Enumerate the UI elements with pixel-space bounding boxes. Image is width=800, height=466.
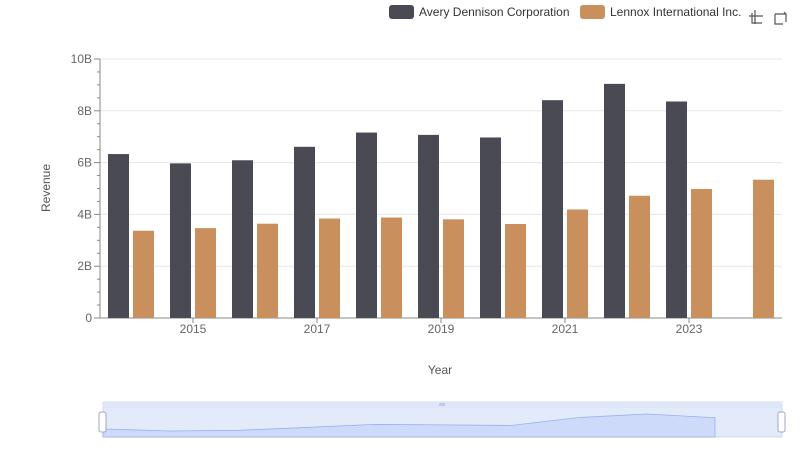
x-axis-label: Year [428, 363, 452, 377]
bar-avery-dennison-2022[interactable] [604, 83, 625, 318]
bar-lennox-2014[interactable] [133, 230, 154, 318]
y-tick-label: 8B [77, 104, 92, 118]
bar-avery-dennison-2014[interactable] [108, 154, 129, 318]
bar-lennox-2020[interactable] [505, 223, 526, 318]
toolbox[interactable] [749, 10, 787, 25]
bar-avery-dennison-2020[interactable] [480, 137, 501, 318]
data-zoom-left-handle[interactable] [98, 411, 107, 433]
legend-swatch [580, 5, 605, 19]
data-zoom-preview [102, 413, 716, 438]
data-zoom-slider[interactable] [98, 401, 786, 438]
bar-lennox-2023[interactable] [691, 189, 712, 318]
bar-lennox-2017[interactable] [319, 218, 340, 318]
data-zoom-grip-icon[interactable] [439, 403, 445, 406]
bar-avery-dennison-2019[interactable] [418, 134, 439, 318]
bars [108, 83, 774, 318]
bar-lennox-2016[interactable] [257, 223, 278, 318]
x-tick-label: 2021 [552, 322, 579, 336]
x-tick-label: 2015 [180, 322, 207, 336]
legend[interactable]: Avery Dennison Corporation Lennox Interna… [389, 5, 741, 19]
bar-avery-dennison-2021[interactable] [542, 100, 563, 318]
data-zoom-selection[interactable] [103, 408, 782, 437]
x-tick-label: 2019 [428, 322, 455, 336]
y-tick-label: 2B [77, 259, 92, 273]
bar-avery-dennison-2016[interactable] [232, 160, 253, 318]
bar-lennox-2024[interactable] [753, 179, 774, 318]
bar-avery-dennison-2015[interactable] [170, 163, 191, 318]
y-axis-label: Revenue [39, 164, 53, 212]
bar-lennox-2021[interactable] [567, 209, 588, 318]
legend-item-lennox[interactable]: Lennox International Inc. [580, 5, 741, 19]
legend-label: Avery Dennison Corporation [419, 5, 570, 19]
x-tick-label: 2017 [304, 322, 331, 336]
bar-avery-dennison-2023[interactable] [666, 101, 687, 318]
legend-swatch [389, 5, 414, 19]
y-tick-label: 6B [77, 156, 92, 170]
bar-lennox-2015[interactable] [195, 228, 216, 318]
legend-item-avery-dennison[interactable]: Avery Dennison Corporation [389, 5, 570, 19]
legend-label: Lennox International Inc. [610, 5, 741, 19]
y-tick-label: 0 [85, 311, 92, 325]
bar-lennox-2018[interactable] [381, 217, 402, 318]
bar-avery-dennison-2017[interactable] [294, 146, 315, 318]
restore-icon[interactable] [774, 11, 787, 25]
bar-avery-dennison-2018[interactable] [356, 132, 377, 318]
bar-lennox-2019[interactable] [443, 219, 464, 318]
bar-lennox-2022[interactable] [629, 195, 650, 318]
data-zoom-right-handle[interactable] [777, 411, 786, 433]
y-tick-label: 4B [77, 207, 92, 221]
y-tick-label: 10B [71, 52, 92, 66]
x-tick-label: 2023 [676, 322, 703, 336]
zoom-icon[interactable] [749, 10, 763, 24]
